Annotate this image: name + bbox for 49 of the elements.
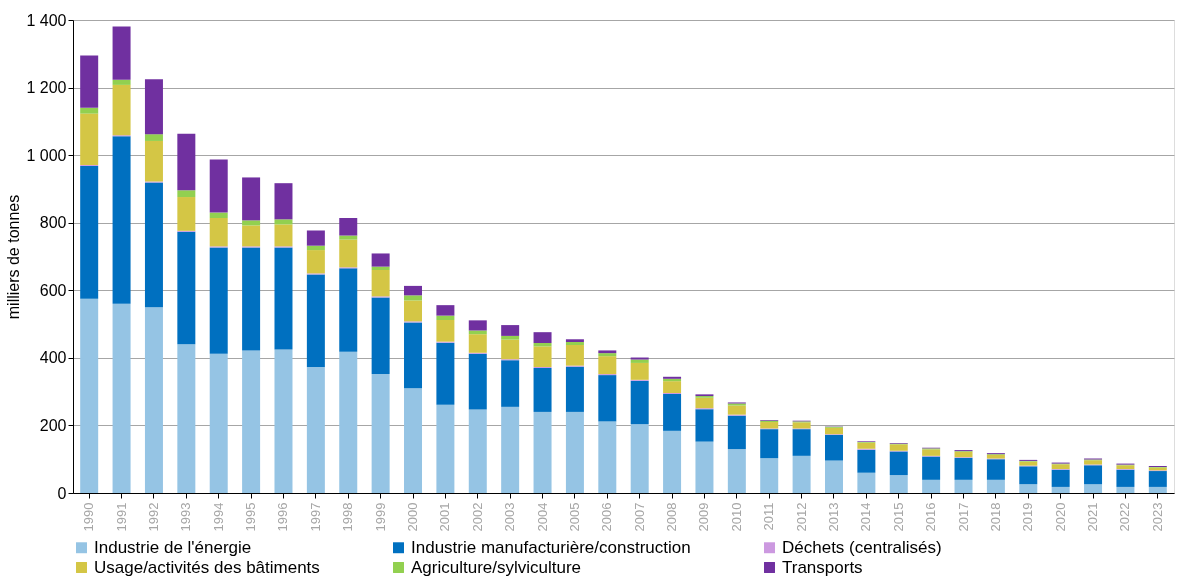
x-tick-label: 2012 — [793, 502, 809, 532]
legend-label: Transports — [782, 557, 863, 577]
x-tick-label: 2018 — [987, 502, 1003, 532]
x-tick-label: 2003 — [502, 502, 518, 532]
y-tick-label: 1 000 — [26, 146, 67, 164]
x-tick-label: 2015 — [890, 502, 906, 532]
x-tick-label: 2014 — [858, 502, 874, 532]
x-tick-label: 1995 — [243, 502, 259, 532]
x-tick-label: 2000 — [405, 502, 421, 532]
x-tick-label: 1998 — [340, 502, 356, 532]
x-tick-label: 1999 — [372, 502, 388, 532]
x-tick-label: 2009 — [696, 502, 712, 532]
legend-label: Agriculture/sylviculture — [411, 557, 582, 577]
x-tick-label: 2020 — [1052, 502, 1068, 532]
x-tick-label: 1993 — [178, 502, 194, 532]
x-tick-label: 2013 — [825, 502, 841, 532]
x-tick-label: 2011 — [761, 502, 777, 531]
x-tick-label: 2023 — [1149, 502, 1165, 532]
legend-label: Industrie de l'énergie — [94, 537, 252, 557]
legend-label: Déchets (centralisés) — [782, 537, 942, 557]
x-tick-label: 1991 — [113, 502, 129, 532]
y-tick-label: 1 400 — [26, 11, 67, 29]
x-tick-label: 2008 — [664, 502, 680, 532]
y-tick-label: 400 — [39, 349, 67, 367]
x-tick-label: 2004 — [534, 502, 550, 532]
legend-label: Usage/activités des bâtiments — [94, 557, 320, 577]
legend-label: Industrie manufacturière/construction — [411, 537, 691, 557]
x-tick-label: 1994 — [210, 502, 226, 532]
y-tick-label: 200 — [39, 416, 67, 434]
x-tick-label: 2016 — [923, 502, 939, 532]
y-axis-title: milliers de tonnes — [5, 194, 23, 320]
x-tick-label: 1990 — [81, 502, 97, 532]
x-tick-label: 2021 — [1085, 502, 1101, 532]
x-tick-label: 1992 — [145, 502, 161, 532]
x-tick-label: 2001 — [437, 502, 453, 532]
x-tick-label: 2005 — [566, 502, 582, 532]
y-tick-label: 800 — [39, 214, 67, 232]
x-tick-label: 2022 — [1117, 502, 1133, 532]
x-tick-label: 2007 — [631, 502, 647, 532]
x-tick-label: 2017 — [955, 502, 971, 532]
y-tick-label: 1 200 — [26, 79, 67, 97]
x-tick-label: 2019 — [1020, 502, 1036, 532]
x-tick-label: 1997 — [307, 502, 323, 532]
x-tick-label: 2010 — [728, 502, 744, 532]
x-tick-label: 2002 — [469, 502, 485, 532]
x-tick-label: 1996 — [275, 502, 291, 532]
y-tick-label: 600 — [39, 281, 67, 299]
y-tick-label: 0 — [57, 484, 67, 502]
x-tick-label: 2006 — [599, 502, 615, 532]
